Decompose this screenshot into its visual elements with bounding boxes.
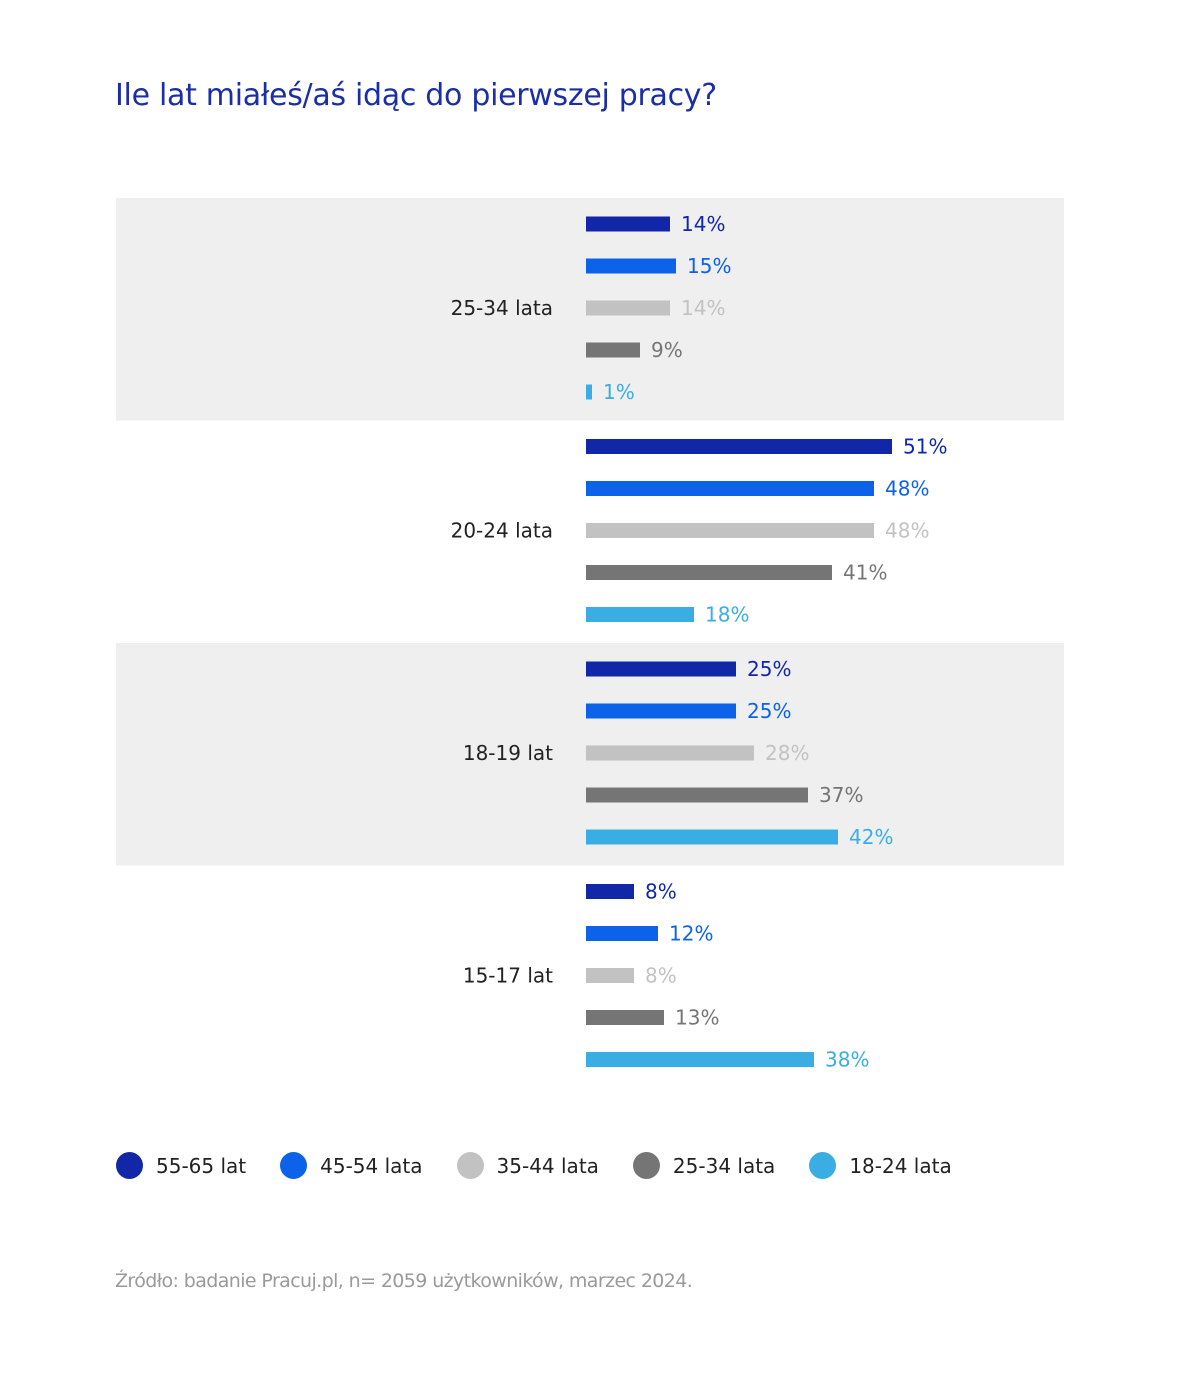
- data-label: 9%: [651, 338, 683, 362]
- bar: [586, 1052, 814, 1067]
- data-label: 41%: [843, 561, 887, 585]
- data-label: 38%: [825, 1048, 869, 1072]
- bar: [586, 523, 874, 538]
- category-label: 25-34 lata: [451, 296, 553, 320]
- bar: [586, 607, 694, 622]
- bar: [586, 439, 892, 454]
- data-label: 12%: [669, 922, 713, 946]
- legend-swatch: [809, 1152, 837, 1179]
- bar: [586, 884, 634, 899]
- legend-label: 45-54 lata: [320, 1153, 423, 1178]
- bar: [586, 745, 754, 761]
- data-label: 37%: [819, 783, 863, 807]
- data-label: 48%: [885, 477, 929, 501]
- category-label: 15-17 lat: [463, 964, 553, 988]
- legend-swatch: [280, 1152, 308, 1179]
- bar: [586, 565, 832, 580]
- bar: [586, 703, 736, 719]
- data-label: 14%: [681, 296, 725, 320]
- bar: [586, 829, 838, 845]
- data-label: 51%: [903, 435, 947, 459]
- legend-swatch: [116, 1152, 143, 1179]
- bar: [586, 384, 592, 400]
- bar: [586, 481, 874, 496]
- legend-item: 55-65 lat: [116, 1152, 246, 1179]
- legend-label: 18-24 lata: [849, 1153, 952, 1178]
- chart-title: Ile lat miałeś/aś idąc do pierwszej prac…: [115, 78, 717, 113]
- bar: [586, 258, 676, 274]
- category-label: 20-24 lata: [451, 519, 553, 543]
- data-label: 42%: [849, 825, 893, 849]
- legend-swatch: [456, 1152, 484, 1179]
- data-label: 13%: [675, 1006, 719, 1030]
- category-label: 18-19 lat: [463, 741, 553, 765]
- bar: [586, 926, 658, 941]
- data-label: 25%: [747, 657, 791, 681]
- source-note: Źródło: badanie Pracuj.pl, n= 2059 użytk…: [115, 1270, 693, 1292]
- data-label: 15%: [687, 254, 731, 278]
- bar: [586, 1010, 664, 1025]
- legend-item: 45-54 lata: [280, 1152, 423, 1179]
- legend-label: 35-44 lata: [496, 1153, 599, 1178]
- data-label: 48%: [885, 519, 929, 543]
- data-label: 25%: [747, 699, 791, 723]
- bar: [586, 300, 670, 316]
- bar: [586, 342, 640, 358]
- data-label: 8%: [645, 880, 677, 904]
- legend-swatch: [632, 1152, 660, 1179]
- bar: [586, 661, 736, 677]
- legend-item: 25-34 lata: [632, 1152, 776, 1179]
- data-label: 1%: [603, 380, 635, 404]
- chart-legend: 55-65 lat 45-54 lata 35-44 lata 25-34 lata 1…: [116, 1152, 986, 1179]
- legend-item: 35-44 lata: [456, 1152, 599, 1179]
- bar: [586, 968, 634, 983]
- legend-item: 18-24 lata: [809, 1152, 952, 1179]
- bar: [586, 787, 808, 803]
- bar: [586, 216, 670, 232]
- data-label: 28%: [765, 741, 809, 765]
- legend-label: 25-34 lata: [672, 1153, 776, 1178]
- data-label: 14%: [681, 212, 725, 236]
- data-label: 18%: [705, 603, 749, 627]
- legend-label: 55-65 lat: [156, 1153, 247, 1178]
- data-label: 8%: [645, 964, 677, 988]
